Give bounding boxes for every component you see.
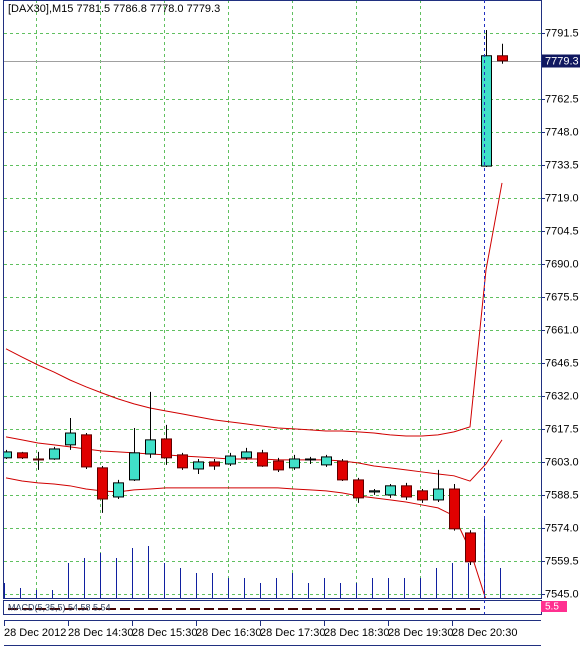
candle-body <box>289 458 300 469</box>
y-tick-label: 7690.0 <box>545 258 579 270</box>
x-tick-label: 28 Dec 16:30 <box>196 627 261 639</box>
y-tick-label: 7632.0 <box>545 390 579 402</box>
candle-body <box>321 456 332 466</box>
y-tick-label: 7588.5 <box>545 489 579 501</box>
y-tick-label: 7661.0 <box>545 324 579 336</box>
candle-body <box>49 448 60 460</box>
candle-body <box>305 458 316 461</box>
candle-body <box>273 460 284 471</box>
candle-body <box>257 452 268 467</box>
y-tick-label: 7559.5 <box>545 555 579 567</box>
candle-body <box>225 455 236 465</box>
y-tick-label: 7762.5 <box>545 93 579 105</box>
candle-body <box>209 461 220 467</box>
macd-value-box <box>541 601 567 612</box>
candle-body <box>177 454 188 469</box>
plot-area <box>4 30 541 598</box>
last-price-box <box>542 54 580 68</box>
y-tick-label: 7704.5 <box>545 225 579 237</box>
candle-body <box>129 452 140 481</box>
candle-body <box>97 467 108 500</box>
x-tick-label: 28 Dec 19:30 <box>388 627 453 639</box>
y-tick-label: 7574.0 <box>545 522 579 534</box>
y-tick-label: 7617.5 <box>545 423 579 435</box>
y-tick-label: 7733.5 <box>545 159 579 171</box>
candle-body <box>33 458 44 461</box>
x-tick-label: 28 Dec 15:30 <box>132 627 197 639</box>
candle-body <box>161 438 172 459</box>
main-frame <box>3 0 542 599</box>
y-tick-label: 7675.5 <box>545 291 579 303</box>
candle-body <box>369 490 380 493</box>
candle-body <box>433 488 444 501</box>
candle-body <box>449 488 460 530</box>
candle-body <box>241 451 252 459</box>
y-tick-label: 7719.0 <box>545 192 579 204</box>
y-tick-label: 7646.5 <box>545 357 579 369</box>
candle-body <box>113 482 124 498</box>
x-tick-label: 28 Dec 14:30 <box>68 627 133 639</box>
candle-body <box>401 485 412 498</box>
macd-value-label: 5.5 <box>545 602 559 613</box>
bollinger-band <box>5 182 503 437</box>
y-tick-label: 7603.0 <box>545 456 579 468</box>
macd-label: MACD(5,35,5) 54.58 5.54 <box>8 602 111 612</box>
x-tick-label: 28 Dec 18:30 <box>324 627 389 639</box>
candle-body <box>193 461 204 470</box>
candle-body <box>337 460 348 481</box>
y-tick-label: 7748.0 <box>545 126 579 138</box>
candle-body <box>353 479 364 499</box>
last-price-label: 7779.3 <box>545 55 579 67</box>
candle-body <box>4 451 12 459</box>
y-tick-label: 7545.0 <box>545 588 579 600</box>
candle-body <box>145 439 156 455</box>
candle-body <box>497 55 508 62</box>
candle-body <box>81 434 92 468</box>
y-tick-label: 7791.5 <box>545 27 579 39</box>
chart-title: [DAX30],M15 7781.5 7786.8 7778.0 7779.3 <box>8 3 220 15</box>
candle-body <box>65 432 76 446</box>
candle-body <box>465 532 476 563</box>
candle-body <box>17 452 28 459</box>
candle-body <box>417 490 428 501</box>
x-tick-label: 28 Dec 2012 <box>4 627 66 639</box>
candle-body <box>385 485 396 496</box>
x-tick-label: 28 Dec 17:30 <box>260 627 325 639</box>
bollinger-band <box>5 477 486 598</box>
candle-body <box>481 55 492 167</box>
x-tick-label: 28 Dec 20:30 <box>452 627 517 639</box>
